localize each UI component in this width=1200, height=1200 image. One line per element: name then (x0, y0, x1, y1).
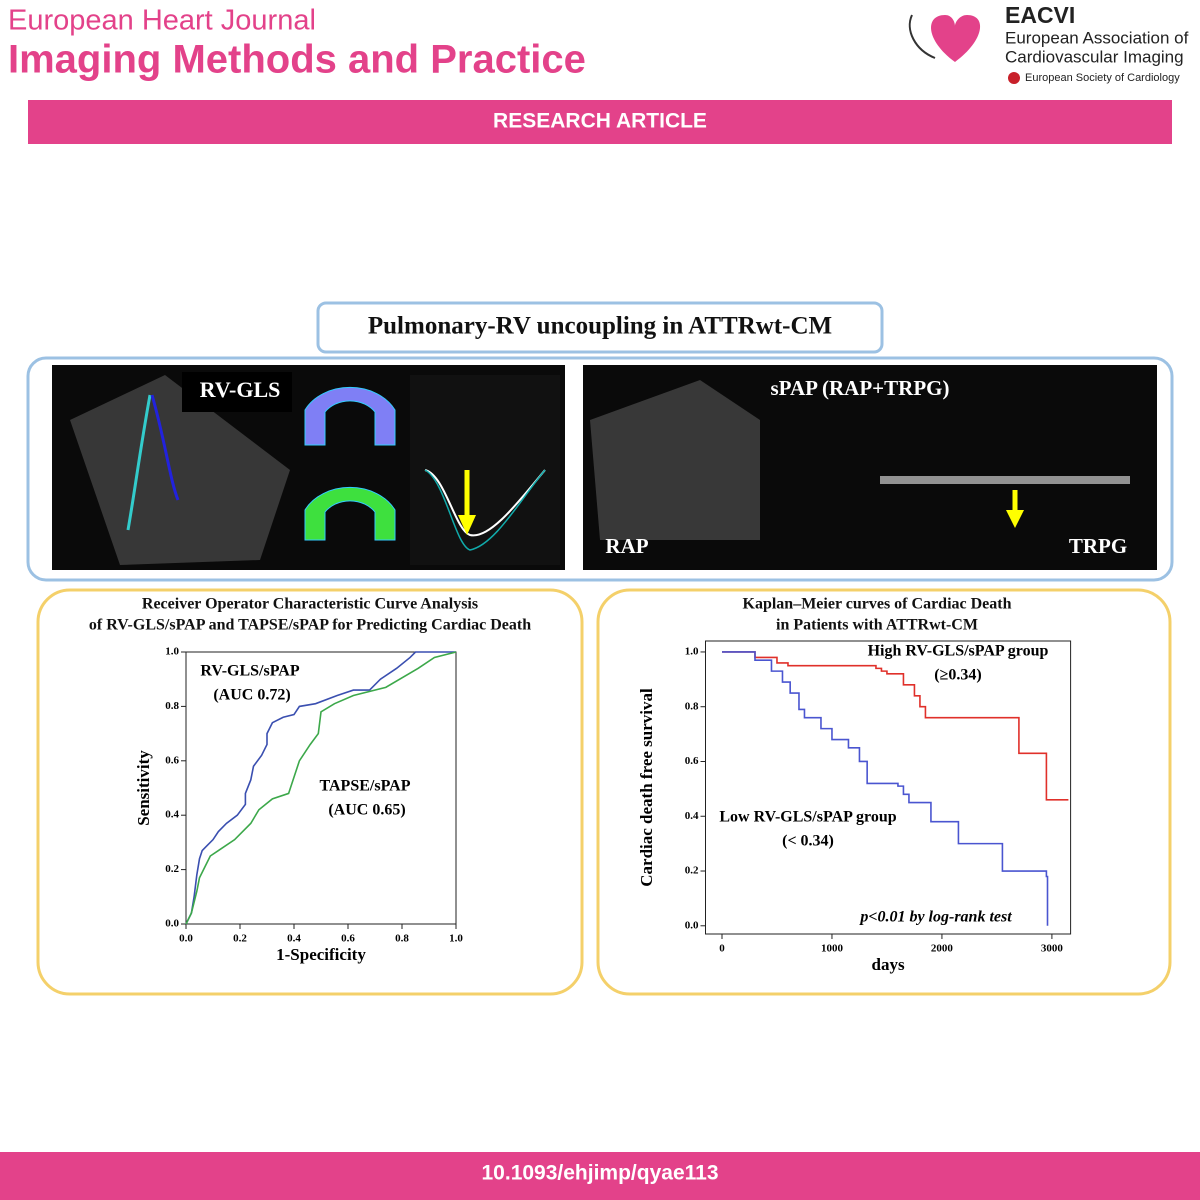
x-tick-label: 3000 (1041, 943, 1064, 955)
echo-sector (70, 375, 290, 565)
trace (150, 394, 180, 501)
echo-sector (590, 380, 760, 540)
y-tick-label: 0.4 (165, 809, 179, 821)
x-axis-label: days (872, 955, 905, 974)
y-tick-label: 0.0 (165, 918, 179, 930)
strain-curve (424, 469, 546, 537)
x-tick-label: 1.0 (449, 933, 463, 945)
series-label: Low RV-GLS/sPAP group (719, 809, 896, 826)
y-axis-label: Cardiac death free survival (637, 688, 656, 887)
y-tick-label: 0.2 (685, 865, 699, 877)
journal-title: Imaging Methods and Practice (8, 38, 586, 82)
series-label: RV-GLS/sPAP (200, 663, 300, 680)
panel-title: Pulmonary-RV uncoupling in ATTRwt-CM (368, 313, 832, 340)
bullseye (304, 386, 396, 446)
arrow-head (458, 515, 476, 535)
x-tick-label: 0.4 (287, 933, 301, 945)
chart-title: in Patients with ATTRwt-CM (776, 617, 978, 634)
roc-box (36, 588, 584, 996)
y-tick-label: 0.8 (165, 700, 179, 712)
series-label: High RV-GLS/sPAP group (868, 643, 1049, 660)
y-tick-label: 0.6 (685, 755, 699, 767)
annotation: (≥0.34) (934, 667, 981, 684)
y-tick-label: 0.6 (165, 754, 179, 766)
y-tick-label: 1.0 (165, 646, 179, 658)
banner (28, 100, 1172, 144)
y-tick-label: 0.0 (685, 919, 699, 931)
y-tick-label: 0.2 (165, 863, 179, 875)
arrow-head (1006, 510, 1024, 528)
series-line (185, 651, 456, 925)
x-tick-label: 1000 (821, 943, 844, 955)
annotation: (AUC 0.72) (213, 687, 290, 704)
logo-line: Cardiovascular Imaging (1005, 47, 1184, 66)
image-label: RAP (605, 534, 648, 558)
x-tick-label: 0.6 (341, 933, 355, 945)
panel-title-box (316, 301, 884, 354)
footer (0, 1152, 1200, 1200)
society-icon (1008, 72, 1020, 84)
series-line (185, 651, 457, 925)
image-label: TRPG (1069, 534, 1127, 558)
logo-name: EACVI (1005, 2, 1075, 28)
bullseye (304, 486, 396, 541)
y-tick-label: 0.4 (685, 810, 699, 822)
plot-frame (705, 640, 1072, 935)
x-axis-label: 1-Specificity (276, 945, 366, 964)
chart-title: of RV-GLS/sPAP and TAPSE/sPAP for Predic… (89, 617, 531, 634)
image-label: RV-GLS (200, 377, 281, 402)
society-name: European Society of Cardiology (1025, 72, 1180, 84)
y-tick-label: 1.0 (685, 645, 699, 657)
banner-text: RESEARCH ARTICLE (493, 110, 707, 133)
strain-curve (424, 469, 546, 551)
y-axis-label: Sensitivity (134, 750, 153, 826)
journal-name: European Heart Journal (8, 5, 316, 37)
series-label: TAPSE/sPAP (320, 778, 411, 795)
logo-heart (931, 15, 981, 62)
x-tick-label: 0.2 (233, 933, 247, 945)
y-tick-label: 0.8 (685, 700, 699, 712)
chart-title: Receiver Operator Characteristic Curve A… (142, 596, 478, 613)
chart-title: Kaplan–Meier curves of Cardiac Death (743, 596, 1012, 613)
x-tick-label: 0 (719, 943, 725, 955)
series-line (721, 651, 1049, 926)
series-line (721, 651, 1069, 801)
strain-plot (410, 375, 560, 565)
logo-swoosh (908, 14, 936, 59)
logo-line: European Association of (1005, 28, 1189, 47)
doi: 10.1093/ehjimp/qyae113 (482, 1162, 719, 1185)
label-box (182, 372, 292, 412)
km-box (596, 588, 1172, 996)
plot-frame (185, 651, 457, 925)
image-label: sPAP (RAP+TRPG) (771, 376, 950, 400)
trace (126, 394, 152, 531)
x-tick-label: 0.0 (179, 933, 193, 945)
annotation: (< 0.34) (782, 833, 834, 850)
x-tick-label: 2000 (931, 943, 954, 955)
annotation: (AUC 0.65) (328, 802, 405, 819)
annotation: p<0.01 by log-rank test (858, 909, 1012, 926)
x-tick-label: 0.8 (395, 933, 409, 945)
